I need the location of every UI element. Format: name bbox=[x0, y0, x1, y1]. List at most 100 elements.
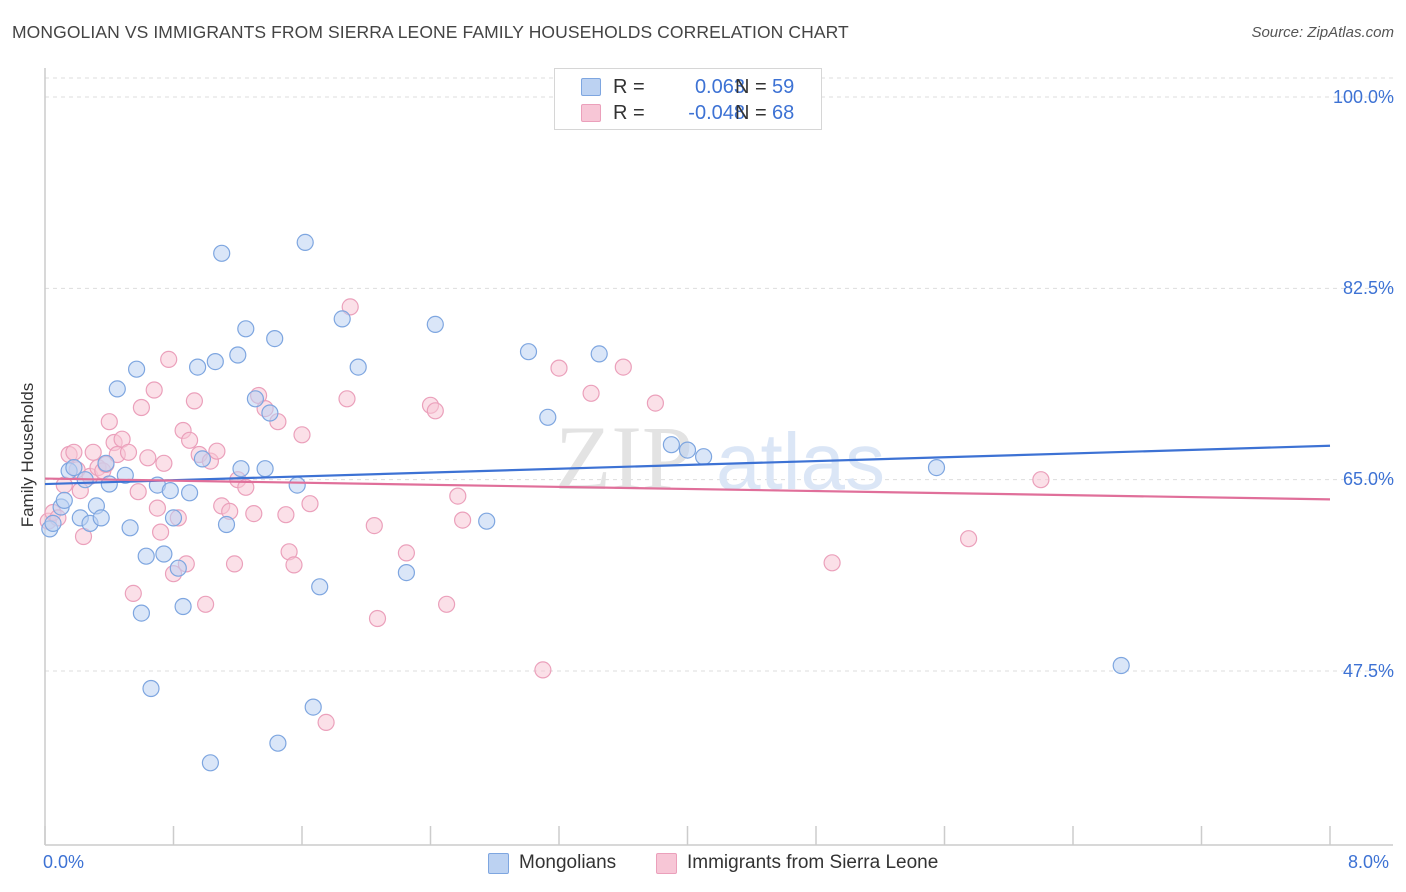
mongolians-point-38 bbox=[261, 404, 279, 422]
mongolians-point-30 bbox=[206, 353, 224, 371]
mongolians-point-56 bbox=[927, 459, 946, 477]
sierra-leone-point-42 bbox=[237, 478, 255, 496]
sierra-leone-point-60 bbox=[438, 595, 456, 613]
sierra-leone-trend-line bbox=[44, 477, 1331, 501]
mongolians-point-11 bbox=[97, 454, 115, 472]
mongolians-swatch bbox=[581, 78, 601, 96]
sierra-leone-point-22 bbox=[139, 449, 157, 467]
sierra-leone-point-32 bbox=[181, 431, 199, 449]
sierra-leone-point-64 bbox=[550, 359, 568, 377]
sierra-leone-point-35 bbox=[197, 595, 215, 613]
mongolians-trend-line bbox=[44, 444, 1331, 486]
sierra-leone-point-23 bbox=[145, 381, 163, 399]
mongolians-point-40 bbox=[269, 734, 287, 752]
grid-lines bbox=[45, 77, 1393, 672]
axes bbox=[44, 68, 1393, 846]
sierra-leone-point-67 bbox=[646, 394, 665, 412]
sierra-leone-point-14 bbox=[100, 413, 118, 431]
y-tick-label-100: 100.0% bbox=[1332, 87, 1394, 107]
mongolians-point-12 bbox=[100, 475, 118, 493]
mongolians-point-13 bbox=[108, 380, 126, 398]
mongolians-point-34 bbox=[232, 460, 250, 478]
mongolians-point-41 bbox=[288, 476, 306, 494]
sierra-leone-point-40 bbox=[225, 555, 244, 573]
mongolians-point-31 bbox=[213, 244, 231, 262]
mongolians-point-32 bbox=[217, 515, 236, 534]
sierra-leone-point-33 bbox=[185, 392, 203, 410]
sierra-leone-point-25 bbox=[152, 523, 170, 541]
sierra-leone-r-value: -0.048 bbox=[688, 102, 745, 124]
mongolians-point-33 bbox=[229, 346, 247, 364]
sierra-leone-point-54 bbox=[341, 298, 359, 316]
mongolians-point-49 bbox=[478, 512, 496, 530]
legend-label-sierra-leone: Immigrants from Sierra Leone bbox=[687, 852, 939, 873]
mongolians-point-23 bbox=[164, 509, 183, 527]
chart-title: MONGOLIAN VS IMMIGRANTS FROM SIERRA LEON… bbox=[12, 22, 849, 42]
mongolians-point-19 bbox=[142, 679, 160, 698]
watermark: ZIP atlas bbox=[555, 407, 885, 509]
sierra-leone-point-62 bbox=[454, 511, 472, 529]
sierra-leone-point-10 bbox=[84, 443, 102, 461]
mongolians-point-24 bbox=[169, 559, 187, 577]
trend-lines bbox=[44, 444, 1331, 501]
mongolians-point-52 bbox=[590, 345, 608, 363]
sierra-leone-point-27 bbox=[160, 350, 178, 368]
sierra-leone-point-52 bbox=[317, 713, 335, 732]
legend-label-mongolians: Mongolians bbox=[519, 852, 617, 873]
mongolians-point-51 bbox=[539, 408, 557, 426]
mongolians-point-57 bbox=[1112, 656, 1130, 675]
sierra-leone-point-47 bbox=[277, 506, 295, 524]
mongolians-point-47 bbox=[397, 563, 415, 582]
sierra-leone-point-69 bbox=[959, 530, 978, 548]
r-label: R = bbox=[613, 102, 645, 124]
mongolians-point-53 bbox=[662, 436, 681, 454]
sierra-leone-point-59 bbox=[426, 402, 444, 420]
mongolians-point-35 bbox=[237, 320, 255, 338]
watermark-zip: ZIP bbox=[555, 407, 693, 509]
sierra-leone-point-70 bbox=[1032, 471, 1050, 489]
mongolians-point-29 bbox=[201, 754, 219, 772]
sierra-leone-point-21 bbox=[132, 398, 150, 417]
mongolians-point-28 bbox=[193, 450, 211, 468]
sierra-leone-point-20 bbox=[129, 483, 147, 501]
sierra-leone-swatch bbox=[581, 104, 601, 122]
mongolians-point-46 bbox=[349, 358, 367, 376]
sierra-leone-point-26 bbox=[155, 454, 173, 472]
x-axis-max-label: 8.0% bbox=[1348, 852, 1390, 872]
mongolians-point-54 bbox=[678, 441, 697, 459]
sierra-leone-point-50 bbox=[293, 426, 311, 444]
mongolians-point-26 bbox=[181, 484, 199, 502]
mongolians-n-value: 59 bbox=[772, 76, 795, 98]
mongolians-point-37 bbox=[256, 460, 274, 478]
mongolians-point-18 bbox=[137, 547, 155, 565]
y-tick-label-47-5: 47.5% bbox=[1342, 661, 1394, 681]
mongolians-point-43 bbox=[304, 698, 322, 716]
sierra-leone-point-19 bbox=[124, 584, 142, 603]
x-axis-min-label: 0.0% bbox=[43, 852, 85, 872]
n-label: N = bbox=[735, 102, 767, 124]
mongolians-point-48 bbox=[426, 315, 444, 333]
y-tick-label-65: 65.0% bbox=[1342, 469, 1394, 489]
source-note: Source: ZipAtlas.com bbox=[1251, 24, 1394, 41]
mongolians-point-1 bbox=[44, 514, 62, 533]
sierra-leone-point-61 bbox=[449, 487, 467, 505]
sierra-leone-point-53 bbox=[338, 390, 356, 408]
sierra-leone-point-24 bbox=[148, 499, 166, 517]
mongolians-point-39 bbox=[266, 330, 284, 348]
sierra-leone-point-43 bbox=[245, 504, 263, 523]
mongolians-point-3 bbox=[55, 491, 73, 509]
mongolians-point-45 bbox=[333, 310, 351, 328]
legend-swatch-sierra-leone bbox=[656, 853, 677, 874]
sierra-leone-point-18 bbox=[119, 443, 138, 461]
sierra-leone-point-63 bbox=[534, 661, 552, 679]
mongolians-point-5 bbox=[65, 459, 83, 477]
mongolians-point-22 bbox=[161, 482, 179, 500]
mongolians-point-50 bbox=[519, 343, 538, 361]
sierra-leone-point-5 bbox=[65, 443, 83, 461]
sierra-leone-point-66 bbox=[614, 358, 632, 376]
mongolians-r-value: 0.063 bbox=[694, 76, 745, 98]
mongolians-point-25 bbox=[174, 597, 192, 616]
mongolians-point-42 bbox=[296, 233, 314, 251]
y-axis-label: Family Households bbox=[18, 382, 37, 528]
